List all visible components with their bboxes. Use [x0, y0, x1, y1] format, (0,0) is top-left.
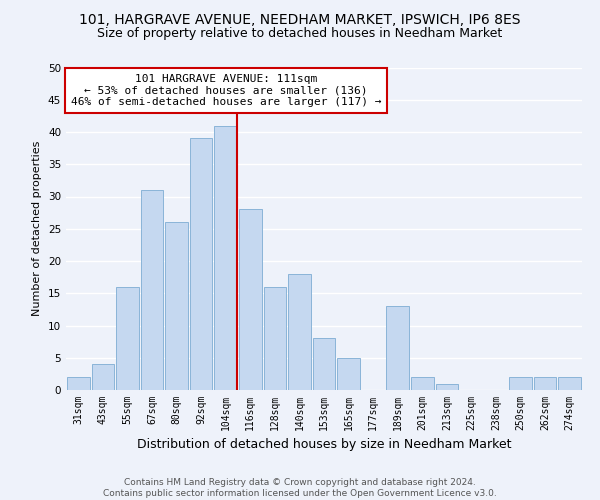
Text: 101 HARGRAVE AVENUE: 111sqm
← 53% of detached houses are smaller (136)
46% of se: 101 HARGRAVE AVENUE: 111sqm ← 53% of det…	[71, 74, 381, 107]
Text: 101, HARGRAVE AVENUE, NEEDHAM MARKET, IPSWICH, IP6 8ES: 101, HARGRAVE AVENUE, NEEDHAM MARKET, IP…	[79, 12, 521, 26]
Bar	[337, 358, 360, 390]
Bar	[92, 364, 114, 390]
Bar	[411, 377, 434, 390]
Bar	[165, 222, 188, 390]
Bar	[140, 190, 163, 390]
Bar	[190, 138, 212, 390]
Bar	[509, 377, 532, 390]
Bar	[288, 274, 311, 390]
Y-axis label: Number of detached properties: Number of detached properties	[32, 141, 43, 316]
Text: Contains HM Land Registry data © Crown copyright and database right 2024.
Contai: Contains HM Land Registry data © Crown c…	[103, 478, 497, 498]
Bar	[67, 377, 89, 390]
Bar	[436, 384, 458, 390]
Bar	[214, 126, 237, 390]
X-axis label: Distribution of detached houses by size in Needham Market: Distribution of detached houses by size …	[137, 438, 511, 452]
Bar	[116, 287, 139, 390]
Bar	[263, 287, 286, 390]
Bar	[386, 306, 409, 390]
Bar	[559, 377, 581, 390]
Text: Size of property relative to detached houses in Needham Market: Size of property relative to detached ho…	[97, 28, 503, 40]
Bar	[239, 210, 262, 390]
Bar	[534, 377, 556, 390]
Bar	[313, 338, 335, 390]
